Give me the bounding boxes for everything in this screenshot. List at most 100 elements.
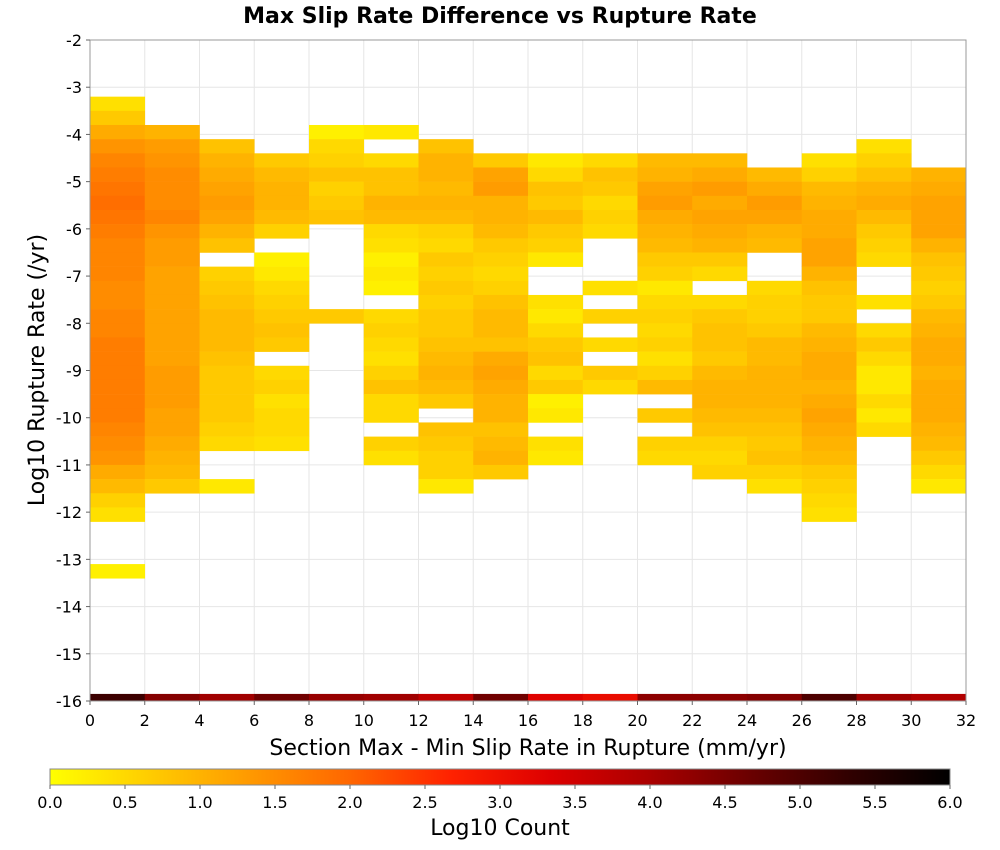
- heatmap-cell: [90, 252, 146, 267]
- colorbar-tick-label: 1.0: [187, 793, 212, 812]
- heatmap-cell: [801, 181, 857, 197]
- heatmap-cell: [199, 351, 255, 367]
- heatmap-cell: [473, 266, 529, 282]
- heatmap-cell: [637, 209, 693, 225]
- heatmap-cell: [747, 309, 803, 324]
- heatmap-cell: [363, 224, 419, 239]
- heatmap-cell: [637, 351, 693, 367]
- x-tick-label: 2: [140, 711, 150, 730]
- heatmap-cell: [363, 266, 419, 282]
- heatmap-cell: [637, 379, 693, 395]
- colorbar-tick-label: 2.5: [412, 793, 437, 812]
- heatmap-cell: [582, 224, 638, 239]
- x-tick-label: 24: [737, 711, 757, 730]
- heatmap-cell: [747, 464, 803, 480]
- heatmap-cell-bottom: [692, 693, 748, 701]
- heatmap-cell: [856, 167, 912, 182]
- heatmap-cell: [90, 337, 146, 352]
- heatmap-cell: [473, 238, 529, 253]
- heatmap-cell: [144, 464, 200, 480]
- heatmap-cell: [528, 167, 584, 182]
- heatmap-cell: [637, 181, 693, 197]
- heatmap-cell: [801, 252, 857, 267]
- heatmap-cell: [90, 224, 146, 239]
- heatmap-cell: [144, 195, 200, 211]
- heatmap-cell: [856, 351, 912, 367]
- heatmap-cell: [418, 379, 474, 395]
- heatmap-cell: [747, 195, 803, 211]
- heatmap-cell: [90, 479, 146, 494]
- heatmap-cell: [418, 252, 474, 267]
- heatmap-cell: [90, 280, 146, 296]
- heatmap-cell: [199, 436, 255, 452]
- heatmap-cell: [418, 153, 474, 168]
- colorbar: [49, 768, 951, 786]
- heatmap-cell: [801, 280, 857, 296]
- x-tick-label: 20: [627, 711, 647, 730]
- heatmap-cell: [363, 195, 419, 211]
- heatmap-cell: [418, 309, 474, 324]
- heatmap-cell-bottom: [582, 693, 638, 701]
- heatmap-cell: [254, 365, 310, 381]
- heatmap-cell: [199, 408, 255, 423]
- x-tick-label: 4: [194, 711, 204, 730]
- heatmap-cell: [144, 394, 200, 409]
- heatmap-cell: [692, 351, 748, 367]
- heatmap-cell: [692, 238, 748, 253]
- heatmap-cell: [473, 323, 529, 338]
- heatmap-cell: [856, 379, 912, 395]
- heatmap-cell: [528, 337, 584, 352]
- heatmap-cell: [637, 450, 693, 466]
- heatmap-cell: [692, 153, 748, 168]
- heatmap-cell: [254, 280, 310, 296]
- colorbar-tick-label: 2.0: [337, 793, 362, 812]
- chart-title: Max Slip Rate Difference vs Rupture Rate: [243, 4, 757, 29]
- heatmap-cell: [90, 110, 146, 126]
- x-tick-label: 18: [573, 711, 593, 730]
- heatmap-cell: [199, 323, 255, 338]
- heatmap-cell: [418, 195, 474, 211]
- heatmap-cell-bottom: [90, 693, 146, 701]
- heatmap-cell: [692, 167, 748, 182]
- heatmap-cell: [911, 209, 967, 225]
- heatmap-cell: [692, 394, 748, 409]
- heatmap-cell: [254, 436, 310, 452]
- y-tick-label: -2: [66, 31, 82, 50]
- heatmap-cell: [528, 394, 584, 409]
- heatmap-cell: [418, 280, 474, 296]
- heatmap-cell: [418, 139, 474, 154]
- heatmap-cell: [144, 181, 200, 197]
- heatmap-cell: [637, 337, 693, 352]
- heatmap-cell: [254, 422, 310, 437]
- heatmap-cell-bottom: [747, 693, 803, 701]
- heatmap-cell: [363, 309, 419, 324]
- heatmap-cell: [90, 507, 146, 522]
- x-tick-label: 12: [408, 711, 428, 730]
- heatmap-cell: [692, 365, 748, 381]
- heatmap-cell: [199, 422, 255, 437]
- heatmap-cell: [637, 195, 693, 211]
- heatmap-cell: [199, 238, 255, 253]
- heatmap-cell: [801, 209, 857, 225]
- heatmap-cell: [473, 379, 529, 395]
- heatmap-cell: [692, 379, 748, 395]
- heatmap-cell: [199, 167, 255, 182]
- heatmap-cell: [254, 408, 310, 423]
- heatmap-cell: [199, 294, 255, 310]
- x-tick-label: 28: [846, 711, 866, 730]
- heatmap-cell: [473, 408, 529, 423]
- heatmap-cell: [90, 464, 146, 480]
- heatmap-cell: [911, 394, 967, 409]
- heatmap-cell: [199, 266, 255, 282]
- heatmap-cell: [582, 365, 638, 381]
- heatmap-cell: [528, 195, 584, 211]
- heatmap-cell: [856, 394, 912, 409]
- heatmap-cell: [856, 323, 912, 338]
- heatmap-cell: [637, 153, 693, 168]
- heatmap-cell: [254, 209, 310, 225]
- heatmap-cell: [90, 450, 146, 466]
- heatmap-cell: [582, 309, 638, 324]
- heatmap-cell: [473, 167, 529, 182]
- y-tick-label: -15: [56, 645, 82, 664]
- heatmap-cell: [90, 124, 146, 140]
